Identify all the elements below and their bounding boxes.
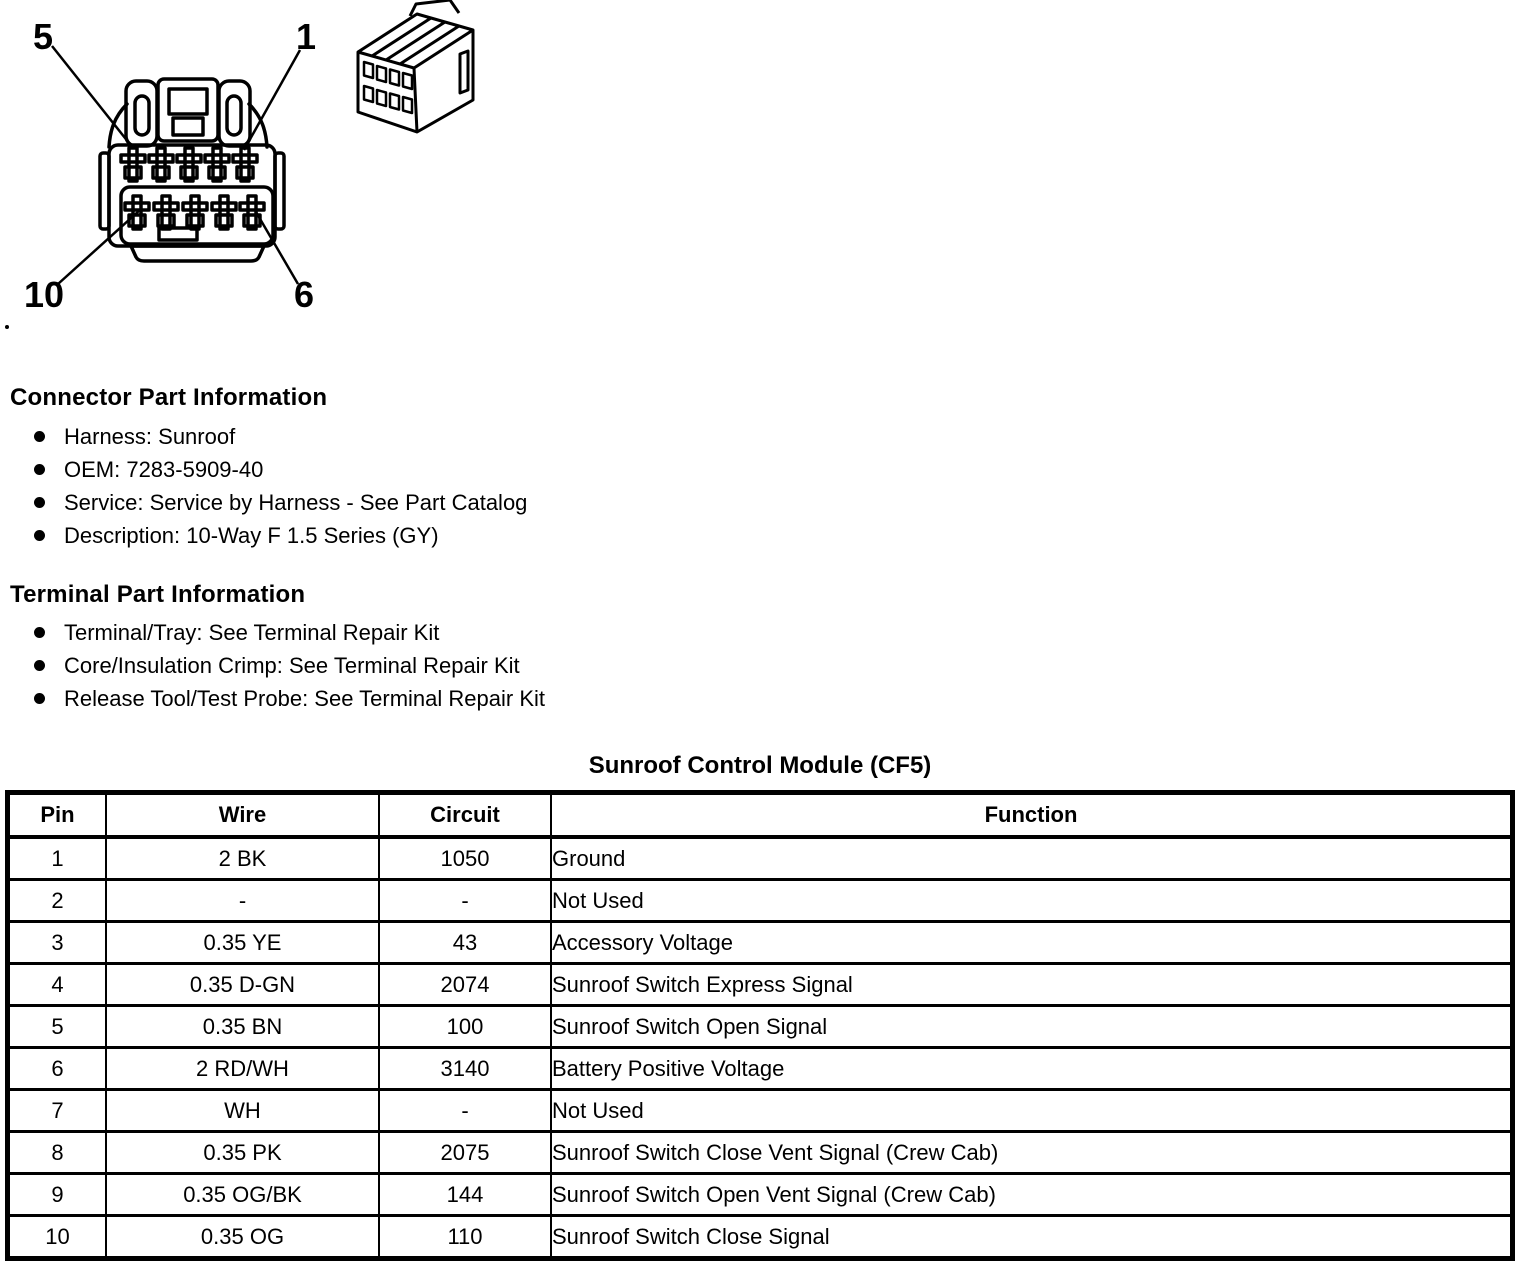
cell-circuit: 3140 xyxy=(378,1046,552,1091)
cell-pin: 7 xyxy=(5,1088,107,1133)
cell-function: Sunroof Switch Express Signal xyxy=(550,962,1515,1007)
leader-line-pin1 xyxy=(242,49,302,151)
cell-pin: 8 xyxy=(5,1130,107,1175)
cell-pin: 6 xyxy=(5,1046,107,1091)
cell-pin: 10 xyxy=(5,1214,107,1261)
cell-circuit: 2075 xyxy=(378,1130,552,1175)
cell-function: Ground xyxy=(550,835,1515,881)
leader-line-pin10 xyxy=(57,209,141,285)
table-row: 8 0.35 PK 2075 Sunroof Switch Close Vent Si… xyxy=(5,1130,1515,1175)
cell-circuit: 144 xyxy=(378,1172,552,1217)
bullet-item: Release Tool/Test Probe: See Terminal Re… xyxy=(30,682,545,715)
bullet-item: Core/Insulation Crimp: See Terminal Repa… xyxy=(30,649,545,682)
cell-pin: 2 xyxy=(5,878,107,923)
table-row: 3 0.35 YE 43 Accessory Voltage xyxy=(5,920,1515,965)
terminal-part-info-list: Terminal/Tray: See Terminal Repair Kit Co… xyxy=(30,616,545,715)
lower-cavity xyxy=(119,185,275,246)
header-function: Function xyxy=(550,790,1515,839)
table-row: 5 0.35 BN 100 Sunroof Switch Open Signal xyxy=(5,1004,1515,1049)
cell-pin: 5 xyxy=(5,1004,107,1049)
cell-wire: 2 RD/WH xyxy=(105,1046,380,1091)
cell-function: Not Used xyxy=(550,878,1515,923)
cell-circuit: - xyxy=(378,878,552,923)
connector-iso-view xyxy=(356,0,475,134)
leader-lines xyxy=(51,45,302,285)
table-row: 7 WH - Not Used xyxy=(5,1088,1515,1133)
cell-circuit: 1050 xyxy=(378,835,552,881)
pin-callout-10: 10 xyxy=(24,274,64,315)
cell-pin: 3 xyxy=(5,920,107,965)
cell-wire: 0.35 PK xyxy=(105,1130,380,1175)
table-row: 4 0.35 D-GN 2074 Sunroof Switch Express Sig… xyxy=(5,962,1515,1007)
cell-pin: 4 xyxy=(5,962,107,1007)
bottom-detail xyxy=(157,226,199,242)
header-circuit: Circuit xyxy=(378,790,552,839)
cell-wire: WH xyxy=(105,1088,380,1133)
cell-function: Sunroof Switch Close Signal xyxy=(550,1214,1515,1261)
leader-line-pin5 xyxy=(51,45,134,149)
connector-part-info-list: Harness: Sunroof OEM: 7283-5909-40 Service… xyxy=(30,420,527,552)
cell-wire: 0.35 BN xyxy=(105,1004,380,1049)
terminal-part-info-heading: Terminal Part Information xyxy=(10,580,306,608)
terminal-row-bottom xyxy=(123,194,266,231)
table-row: 9 0.35 OG/BK 144 Sunroof Switch Open Vent S… xyxy=(5,1172,1515,1217)
cell-function: Not Used xyxy=(550,1088,1515,1133)
table-title: Sunroof Control Module (CF5) xyxy=(588,752,932,779)
cell-function: Sunroof Switch Close Vent Signal (Crew C… xyxy=(550,1130,1515,1175)
stray-mark xyxy=(5,325,9,329)
header-row: Pin Wire Circuit Function xyxy=(5,790,1515,839)
cell-circuit: 2074 xyxy=(378,962,552,1007)
cell-wire: 0.35 YE xyxy=(105,920,380,965)
cell-circuit: 110 xyxy=(378,1214,552,1261)
cell-wire: - xyxy=(105,878,380,923)
bullet-item: OEM: 7283-5909-40 xyxy=(30,453,527,486)
cell-wire: 2 BK xyxy=(105,835,380,881)
cell-wire: 0.35 OG/BK xyxy=(105,1172,380,1217)
bullet-item: Harness: Sunroof xyxy=(30,420,527,453)
terminal-row-top xyxy=(119,146,259,183)
bullet-item: Description: 10-Way F 1.5 Series (GY) xyxy=(30,519,527,552)
cell-pin: 9 xyxy=(5,1172,107,1217)
cell-circuit: 43 xyxy=(378,920,552,965)
iso-side-slot xyxy=(458,49,470,95)
pin-callout-6: 6 xyxy=(294,274,314,315)
table-row: 2- - Not Used xyxy=(5,878,1515,923)
bullet-item: Terminal/Tray: See Terminal Repair Kit xyxy=(30,616,545,649)
iso-cavities xyxy=(362,60,414,115)
connector-part-info-heading: Connector Part Information xyxy=(10,383,328,411)
cell-wire: 0.35 D-GN xyxy=(105,962,380,1007)
connector-diagram: 5 1 10 6 xyxy=(5,0,475,329)
cell-circuit: 100 xyxy=(378,1004,552,1049)
header-wire: Wire xyxy=(105,790,380,839)
bullet-item: Service: Service by Harness - See Part C… xyxy=(30,486,527,519)
pin-callout-1: 1 xyxy=(296,16,316,57)
cell-function: Sunroof Switch Open Signal xyxy=(550,1004,1515,1049)
cell-function: Sunroof Switch Open Vent Signal (Crew Ca… xyxy=(550,1172,1515,1217)
cell-circuit: - xyxy=(378,1088,552,1133)
cell-pin: 1 xyxy=(5,835,107,881)
header-pin: Pin xyxy=(5,790,107,839)
cell-function: Accessory Voltage xyxy=(550,920,1515,965)
center-tab xyxy=(156,77,220,143)
pinout-table-header: Pin Wire Circuit Function xyxy=(5,790,1515,839)
leader-line-pin6 xyxy=(254,211,300,285)
cell-function: Battery Positive Voltage xyxy=(550,1046,1515,1091)
cell-wire: 0.35 OG xyxy=(105,1214,380,1261)
pin-callout-5: 5 xyxy=(33,16,53,57)
connector-front-view xyxy=(98,77,286,263)
bottom-foot xyxy=(129,244,266,263)
table-row: 10 0.35 OG 110 Sunroof Switch Close Signal xyxy=(5,1214,1515,1261)
